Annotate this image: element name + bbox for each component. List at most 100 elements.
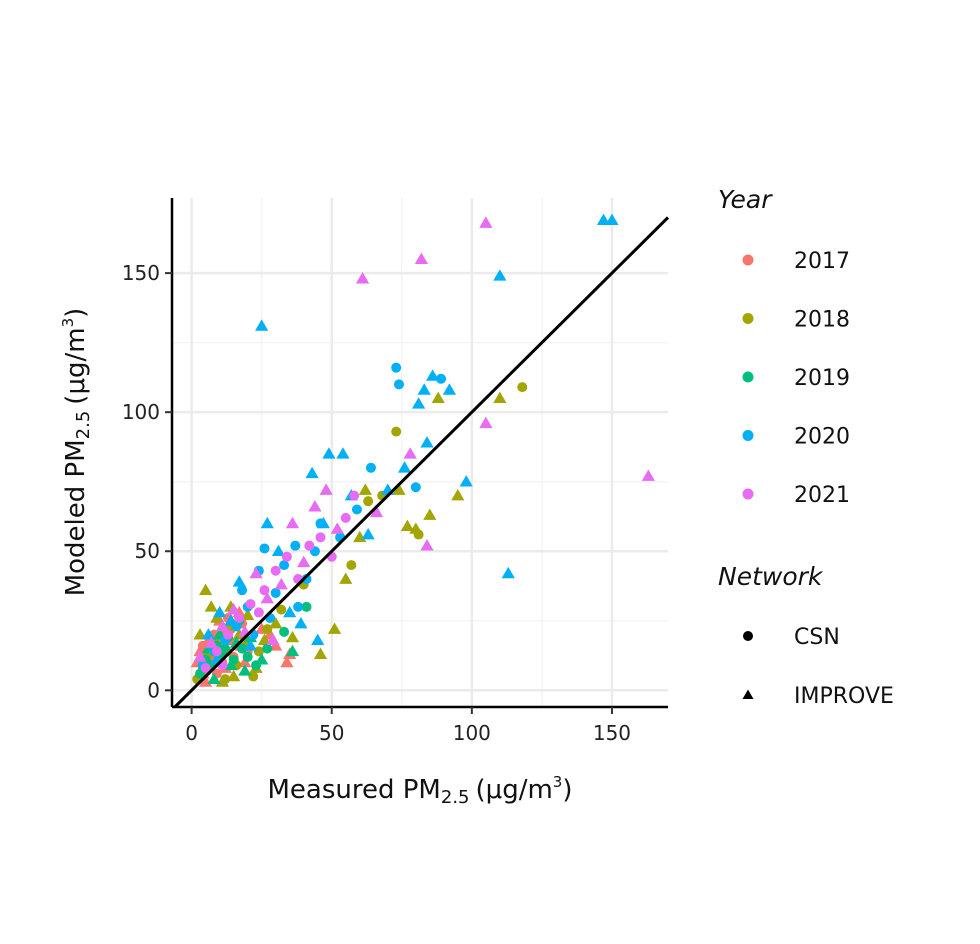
data-point-2018-improve [392, 483, 406, 495]
legend-label-2018: 2018 [794, 308, 850, 333]
data-point-2018-csn [248, 671, 259, 682]
data-point-2020-csn [270, 587, 281, 598]
data-point-2018-csn [391, 426, 402, 437]
data-point-2020-improve [397, 461, 412, 473]
x-tick-label: 0 [185, 721, 198, 745]
data-point-2018-improve [358, 483, 372, 495]
data-point-2020-improve [243, 639, 258, 651]
one-to-one-line [173, 216, 670, 709]
data-point-2017-improve [280, 655, 294, 668]
data-point-2019-improve [238, 664, 252, 676]
y-tick-label: 150 [122, 261, 160, 285]
legend-label-2021: 2021 [794, 483, 850, 508]
x-tick-label: 100 [453, 721, 491, 745]
legend-key-2017 [742, 254, 754, 266]
data-point-2018-improve [241, 608, 255, 621]
legend-key-improve [742, 689, 754, 699]
data-point-2020-improve [283, 605, 297, 618]
data-point-2021-improve [330, 522, 344, 534]
data-point-2021-improve [479, 216, 493, 228]
grid [172, 198, 668, 707]
tick-labels: 0 50 100 150 0 50 100 150 [122, 261, 631, 745]
data-point-2020-improve [255, 319, 269, 331]
data-point-2021-csn [234, 612, 245, 623]
data-point-2019-improve [224, 658, 238, 671]
data-point-2020-improve [361, 527, 375, 540]
data-point-2019-csn [262, 643, 273, 654]
data-point-2020-improve [336, 447, 350, 459]
data-point-2021-improve [249, 566, 263, 579]
data-point-2020-csn [301, 574, 312, 585]
data-point-2018-improve [451, 489, 465, 501]
data-point-2020-improve [411, 397, 426, 409]
data-point-2021-improve [266, 633, 280, 646]
data-point-2019-improve [207, 672, 221, 684]
data-point-2020-csn [393, 379, 404, 390]
legend-key-2020 [742, 430, 754, 441]
data-point-2020-csn [259, 543, 270, 554]
x-tick-label: 50 [319, 721, 344, 745]
data-point-2020-improve [294, 616, 308, 629]
data-point-2020-csn [237, 585, 248, 596]
data-point-2019-csn [301, 601, 312, 612]
data-point-2021-improve [308, 500, 322, 512]
data-point-2018-improve [227, 669, 241, 682]
data-point-2020-improve [316, 516, 330, 529]
legend-label-improve: IMPROVE [794, 684, 894, 709]
data-point-2021-improve [274, 578, 288, 590]
data-point-2020-improve [322, 447, 336, 459]
data-points [190, 213, 655, 687]
data-point-2020-improve [426, 369, 440, 381]
data-point-2020-csn [293, 601, 304, 612]
data-point-2021-csn [349, 490, 360, 501]
data-point-2020-csn [365, 462, 376, 473]
data-point-2020-improve [201, 628, 216, 640]
data-point-2018-csn [276, 604, 287, 615]
legend-title-year: Year [718, 185, 773, 214]
data-point-2020-improve [442, 383, 457, 395]
data-point-2020-improve [311, 633, 325, 646]
data-point-2018-improve [313, 647, 328, 659]
data-point-2018-csn [262, 624, 273, 635]
data-point-2018-improve [327, 622, 342, 634]
data-point-2020-improve [501, 566, 515, 579]
data-point-2018-improve [193, 628, 207, 640]
data-point-2021-csn [223, 629, 234, 640]
axes [170, 198, 668, 709]
data-point-2021-improve [479, 416, 493, 429]
data-point-2018-improve [285, 630, 300, 643]
data-point-2021-csn [281, 551, 292, 562]
data-point-2020-improve [459, 475, 473, 487]
data-point-2021-improve [420, 539, 434, 551]
legend-key-2018 [742, 313, 754, 324]
x-tick-label: 150 [593, 721, 631, 745]
data-point-2021-improve [641, 469, 655, 481]
data-point-2020-improve [605, 213, 619, 226]
data-point-2019-csn [242, 651, 253, 662]
data-point-2018-improve [339, 572, 353, 584]
data-point-2020-improve [232, 575, 246, 587]
y-tick-label: 100 [122, 400, 160, 424]
data-point-2020-csn [290, 540, 301, 551]
data-point-2021-improve [355, 272, 370, 284]
data-point-2020-improve [420, 436, 434, 448]
data-point-2018-improve [409, 522, 423, 534]
data-point-2021-improve [297, 555, 311, 568]
data-point-2018-improve [257, 633, 272, 646]
y-axis-title: Modeled PM2.5(μg/m3) [59, 308, 94, 597]
legend-title-network: Network [718, 562, 824, 591]
data-point-2020-csn [351, 504, 362, 515]
data-point-2020-csn [410, 482, 421, 493]
data-point-2018-improve [423, 508, 437, 520]
data-point-2018-csn [363, 496, 374, 507]
data-point-2021-csn [304, 540, 315, 551]
data-point-2021-improve [227, 603, 241, 615]
data-point-2020-improve [271, 544, 286, 557]
data-point-2020-improve [260, 516, 274, 529]
data-point-2021-improve [204, 636, 218, 648]
data-point-2020-improve [224, 614, 238, 626]
data-point-2019-csn [279, 626, 290, 637]
legend-key-2019 [742, 371, 754, 383]
data-point-2021-csn [245, 599, 256, 610]
